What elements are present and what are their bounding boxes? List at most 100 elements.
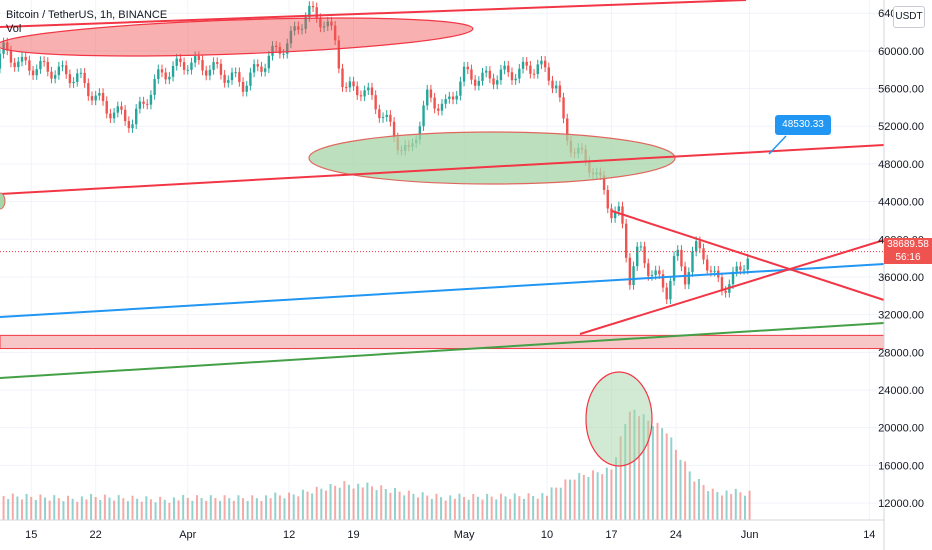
candle-body bbox=[381, 117, 385, 119]
volume-bar bbox=[394, 487, 397, 520]
volume-bar bbox=[278, 495, 281, 520]
price-callout[interactable]: 48530.33 bbox=[775, 115, 831, 135]
volume-bar bbox=[347, 484, 350, 520]
volume-bar bbox=[113, 500, 116, 520]
volume-bar bbox=[228, 498, 231, 520]
resistance-ellipse bbox=[0, 17, 474, 57]
volume-bar bbox=[476, 496, 479, 520]
candle-body bbox=[709, 270, 713, 272]
candle-body bbox=[146, 103, 149, 105]
candle-body bbox=[50, 71, 53, 79]
candle-body bbox=[448, 96, 451, 100]
volume-bar bbox=[214, 498, 217, 520]
candle-body bbox=[602, 175, 606, 190]
candle-body bbox=[735, 266, 738, 272]
candle-body bbox=[87, 83, 90, 97]
candle-body bbox=[238, 72, 241, 82]
symbol-title[interactable]: Bitcoin / TetherUS, 1h, BINANCE bbox=[6, 9, 168, 21]
x-tick-label: Apr bbox=[179, 529, 196, 541]
candle-body bbox=[186, 69, 189, 71]
volume-bar bbox=[739, 492, 742, 520]
volume-bar bbox=[76, 501, 79, 520]
volume-bar bbox=[679, 459, 682, 520]
candle-body bbox=[341, 68, 344, 88]
volume-bar bbox=[343, 481, 346, 520]
candle-body bbox=[286, 43, 289, 54]
candle-body bbox=[488, 70, 492, 79]
volume-indicator-label[interactable]: Vol bbox=[6, 23, 22, 35]
candle-body bbox=[53, 75, 57, 79]
volume-bar bbox=[550, 487, 553, 520]
candle-body bbox=[444, 99, 447, 104]
candle-body bbox=[157, 69, 160, 80]
candle-body bbox=[632, 266, 635, 286]
volume-bar bbox=[11, 493, 14, 520]
candle-body bbox=[65, 65, 68, 75]
candle-body bbox=[547, 67, 551, 81]
candle-body bbox=[429, 89, 433, 98]
volume-bar bbox=[200, 497, 203, 520]
volume-bar bbox=[361, 487, 364, 520]
support-ellipse bbox=[308, 131, 676, 185]
volume-bar bbox=[274, 492, 277, 520]
candle-body bbox=[190, 62, 193, 70]
volume-bar bbox=[582, 475, 585, 520]
y-tick-label: 36000.00 bbox=[878, 272, 924, 284]
volume-bar bbox=[693, 481, 696, 520]
candle-body bbox=[650, 274, 654, 277]
y-tick-label: 44000.00 bbox=[878, 197, 924, 209]
volume-bar bbox=[605, 467, 608, 520]
volume-bar bbox=[375, 490, 378, 520]
candle-body bbox=[433, 97, 436, 109]
volume-bar bbox=[647, 420, 650, 520]
volume-bar bbox=[670, 437, 673, 520]
candle-body bbox=[160, 69, 164, 73]
candle-body bbox=[13, 62, 16, 68]
volume-bar bbox=[716, 492, 719, 520]
candle-body bbox=[112, 112, 116, 119]
candle-body bbox=[94, 95, 97, 101]
volume-bar bbox=[587, 476, 590, 520]
candle-body bbox=[606, 189, 609, 209]
candle-body bbox=[293, 26, 296, 31]
volume-bar bbox=[518, 496, 521, 520]
candle-body bbox=[691, 251, 694, 273]
candle-body bbox=[201, 59, 204, 71]
volume-bar bbox=[232, 500, 235, 520]
volume-bar bbox=[596, 472, 599, 520]
candle-body bbox=[227, 80, 230, 83]
x-tick-label: Jun bbox=[741, 529, 759, 541]
volume-bar bbox=[684, 461, 687, 520]
candle-body bbox=[205, 70, 208, 76]
currency-label[interactable]: USDT bbox=[893, 6, 925, 28]
volume-bar bbox=[725, 490, 728, 520]
volume-bar bbox=[412, 493, 415, 520]
candle-body bbox=[263, 68, 267, 72]
volume-bar bbox=[421, 492, 424, 520]
volume-bar bbox=[237, 495, 240, 520]
volume-bar bbox=[495, 499, 498, 520]
candle-body bbox=[17, 61, 20, 68]
candle-body bbox=[76, 73, 79, 82]
volume-bar bbox=[182, 494, 185, 520]
candle-body bbox=[101, 93, 105, 102]
volume-bar bbox=[265, 495, 268, 520]
candle-body bbox=[308, 5, 311, 18]
volume-bar bbox=[453, 498, 456, 520]
volume-bar bbox=[430, 498, 433, 520]
volume-bar bbox=[665, 433, 668, 520]
volume-bar bbox=[578, 473, 581, 520]
volume-bar bbox=[743, 495, 746, 520]
candle-body bbox=[503, 65, 506, 70]
volume-bar bbox=[711, 488, 714, 520]
candle-body bbox=[551, 80, 554, 89]
volume-bar bbox=[366, 482, 369, 520]
candle-body bbox=[507, 65, 510, 73]
volume-bar bbox=[269, 498, 272, 520]
volume-bar bbox=[191, 500, 194, 520]
volume-bar bbox=[53, 495, 56, 520]
candle-body bbox=[333, 25, 337, 41]
volume-bar bbox=[481, 499, 484, 520]
volume-bar bbox=[707, 491, 710, 520]
